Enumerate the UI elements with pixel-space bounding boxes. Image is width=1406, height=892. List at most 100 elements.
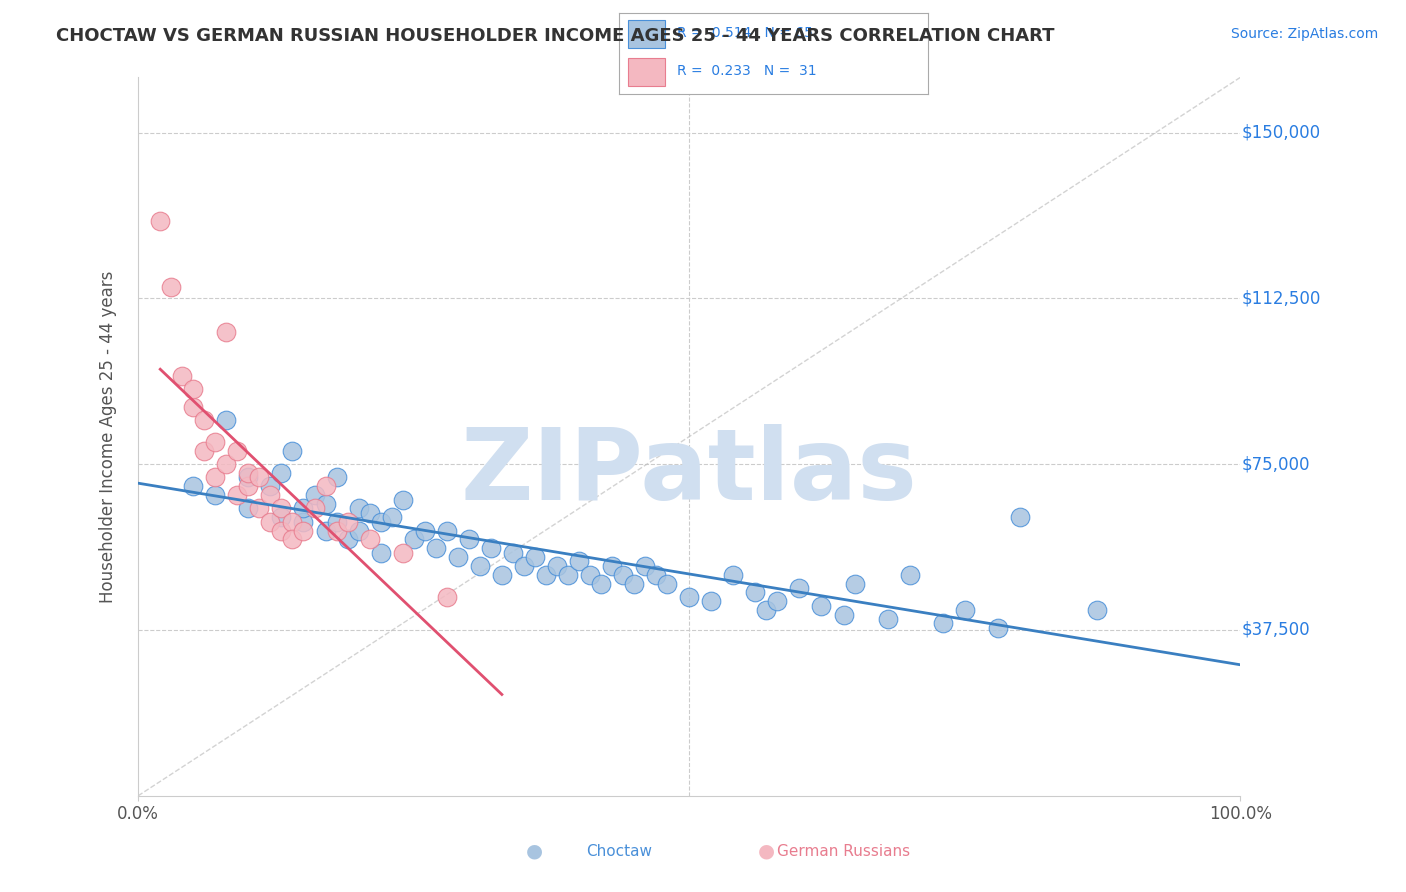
Point: [238, 466, 260, 480]
Point: [436, 590, 458, 604]
Text: R = -0.514   N = 65: R = -0.514 N = 65: [678, 27, 813, 40]
FancyBboxPatch shape: [628, 20, 665, 48]
Point: [281, 533, 304, 547]
Point: [270, 466, 292, 480]
Point: [292, 501, 315, 516]
Point: [810, 599, 832, 613]
Point: [534, 567, 557, 582]
Point: [623, 576, 645, 591]
Point: [612, 567, 634, 582]
Point: [931, 616, 953, 631]
Point: [238, 479, 260, 493]
Text: $150,000: $150,000: [1241, 124, 1320, 142]
Text: $112,500: $112,500: [1241, 290, 1320, 308]
Point: [281, 444, 304, 458]
Point: [315, 479, 337, 493]
Point: [281, 515, 304, 529]
Point: [270, 524, 292, 538]
Point: [589, 576, 612, 591]
Text: CHOCTAW VS GERMAN RUSSIAN HOUSEHOLDER INCOME AGES 25 - 44 YEARS CORRELATION CHAR: CHOCTAW VS GERMAN RUSSIAN HOUSEHOLDER IN…: [56, 27, 1054, 45]
Point: [181, 479, 204, 493]
Point: [600, 558, 623, 573]
Point: [744, 585, 766, 599]
Point: [259, 488, 281, 502]
Point: [204, 488, 226, 502]
Point: [391, 546, 413, 560]
Point: [523, 550, 546, 565]
Point: [270, 510, 292, 524]
Point: [259, 479, 281, 493]
Point: [876, 612, 898, 626]
Point: [381, 510, 404, 524]
Point: [413, 524, 436, 538]
Point: [953, 603, 976, 617]
Y-axis label: Householder Income Ages 25 - 44 years: Householder Income Ages 25 - 44 years: [100, 270, 117, 603]
Point: [832, 607, 855, 622]
Point: [766, 594, 789, 608]
Point: [238, 501, 260, 516]
Text: ●: ●: [526, 841, 543, 860]
Point: [436, 524, 458, 538]
Point: [513, 558, 536, 573]
Point: [325, 515, 347, 529]
Point: [789, 581, 811, 595]
Point: [193, 413, 215, 427]
Point: [546, 558, 568, 573]
Point: [370, 546, 392, 560]
Point: [370, 515, 392, 529]
Text: Source: ZipAtlas.com: Source: ZipAtlas.com: [1230, 27, 1378, 41]
Point: [987, 621, 1010, 635]
Point: [844, 576, 866, 591]
Point: [325, 524, 347, 538]
Point: [1085, 603, 1108, 617]
Point: [292, 515, 315, 529]
Text: Choctaw: Choctaw: [586, 845, 651, 859]
Point: [634, 558, 657, 573]
Point: [292, 524, 315, 538]
Point: [238, 470, 260, 484]
Point: [755, 603, 778, 617]
Point: [645, 567, 668, 582]
Point: [270, 501, 292, 516]
Point: [723, 567, 745, 582]
Text: R =  0.233   N =  31: R = 0.233 N = 31: [678, 64, 817, 78]
Point: [336, 515, 359, 529]
Point: [579, 567, 602, 582]
Point: [215, 325, 238, 339]
Point: [204, 435, 226, 450]
Text: ZIPatlas: ZIPatlas: [461, 424, 918, 521]
Point: [678, 590, 700, 604]
Text: German Russians: German Russians: [778, 845, 910, 859]
Point: [160, 280, 183, 294]
Point: [226, 444, 249, 458]
Point: [181, 400, 204, 414]
Point: [447, 550, 470, 565]
Point: [315, 524, 337, 538]
FancyBboxPatch shape: [628, 57, 665, 86]
Point: [1008, 510, 1031, 524]
Point: [347, 501, 370, 516]
Point: [347, 524, 370, 538]
Point: [657, 576, 679, 591]
Point: [468, 558, 491, 573]
Point: [215, 457, 238, 471]
Point: [193, 444, 215, 458]
Point: [491, 567, 513, 582]
Point: [391, 492, 413, 507]
Point: [336, 533, 359, 547]
Point: [259, 515, 281, 529]
Point: [479, 541, 502, 556]
Point: [181, 382, 204, 396]
Point: [304, 501, 326, 516]
Point: [700, 594, 723, 608]
Point: [249, 470, 271, 484]
Point: [359, 533, 381, 547]
Point: [425, 541, 447, 556]
Point: [402, 533, 425, 547]
Point: [226, 488, 249, 502]
Point: [359, 506, 381, 520]
Point: [304, 488, 326, 502]
Point: [204, 470, 226, 484]
Point: [457, 533, 479, 547]
Point: [215, 413, 238, 427]
